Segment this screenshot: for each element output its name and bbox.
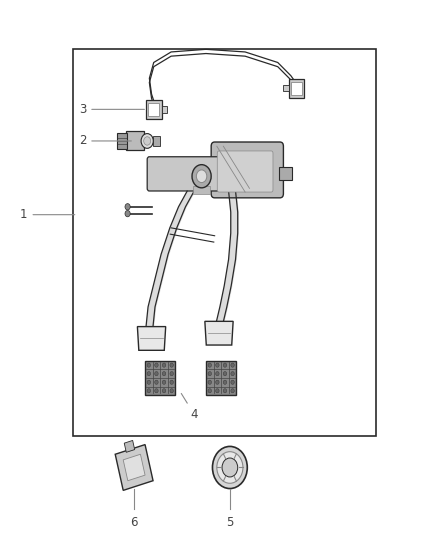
FancyBboxPatch shape	[115, 445, 153, 490]
Circle shape	[162, 389, 166, 393]
Circle shape	[125, 204, 130, 210]
Circle shape	[223, 363, 227, 367]
Circle shape	[141, 134, 153, 148]
Circle shape	[231, 389, 234, 393]
Circle shape	[208, 372, 212, 376]
Circle shape	[208, 363, 212, 367]
Circle shape	[208, 380, 212, 384]
Circle shape	[147, 363, 151, 367]
Bar	[145, 361, 176, 395]
Bar	[126, 132, 144, 150]
Text: 1: 1	[20, 208, 75, 221]
Text: 6: 6	[131, 516, 138, 529]
Circle shape	[155, 363, 158, 367]
Circle shape	[144, 137, 151, 145]
FancyBboxPatch shape	[147, 157, 221, 191]
Circle shape	[208, 389, 212, 393]
Circle shape	[231, 372, 234, 376]
Bar	[289, 79, 304, 98]
Text: 2: 2	[79, 134, 131, 148]
Circle shape	[215, 389, 219, 393]
Circle shape	[155, 380, 158, 384]
Circle shape	[125, 211, 130, 217]
Circle shape	[192, 165, 211, 188]
Circle shape	[147, 389, 151, 393]
Circle shape	[196, 170, 207, 183]
Circle shape	[222, 458, 238, 477]
Text: 4: 4	[181, 393, 198, 421]
Circle shape	[170, 372, 173, 376]
Circle shape	[223, 372, 227, 376]
Bar	[279, 167, 292, 181]
FancyBboxPatch shape	[217, 151, 273, 192]
Circle shape	[147, 372, 151, 376]
Circle shape	[162, 372, 166, 376]
Circle shape	[162, 380, 166, 384]
Circle shape	[215, 363, 219, 367]
Circle shape	[223, 389, 227, 393]
Circle shape	[223, 380, 227, 384]
Circle shape	[231, 380, 234, 384]
Bar	[123, 454, 145, 481]
Text: 5: 5	[226, 516, 233, 529]
Bar	[291, 82, 302, 95]
Circle shape	[147, 380, 151, 384]
Bar	[124, 440, 134, 453]
Bar	[206, 361, 237, 395]
Circle shape	[170, 380, 173, 384]
Bar	[73, 49, 376, 436]
Circle shape	[170, 389, 173, 393]
Circle shape	[215, 380, 219, 384]
Bar	[162, 106, 167, 112]
Bar	[146, 100, 162, 119]
Circle shape	[170, 363, 173, 367]
Bar	[283, 85, 289, 92]
Circle shape	[217, 451, 243, 483]
Polygon shape	[138, 327, 166, 350]
Bar	[117, 133, 127, 149]
Circle shape	[212, 447, 247, 489]
Circle shape	[162, 363, 166, 367]
Bar	[148, 103, 159, 116]
Circle shape	[155, 389, 158, 393]
Bar	[193, 185, 210, 193]
Bar	[153, 136, 160, 146]
Circle shape	[155, 372, 158, 376]
Circle shape	[215, 372, 219, 376]
FancyBboxPatch shape	[211, 142, 283, 198]
Polygon shape	[205, 321, 233, 345]
Circle shape	[231, 363, 234, 367]
Text: 3: 3	[79, 103, 145, 116]
